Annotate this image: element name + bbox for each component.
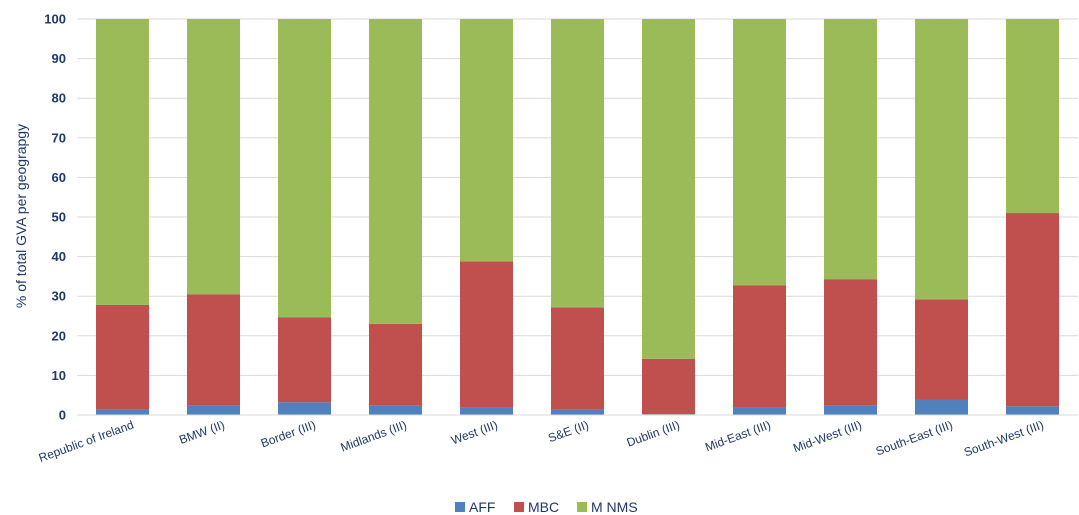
bar-segment-mbc <box>915 299 968 400</box>
bar-segment-aff <box>824 405 877 415</box>
bar-segment-m-nms <box>733 19 786 286</box>
bar-segment-mbc <box>460 261 513 408</box>
bar-segment-aff <box>278 402 331 415</box>
x-tick-label: S&E (II) <box>546 418 590 446</box>
y-tick-label: 50 <box>52 210 66 225</box>
bar-segment-m-nms <box>1006 19 1059 214</box>
bars <box>96 19 1059 415</box>
bar-segment-mbc <box>733 285 786 408</box>
y-tick-label: 10 <box>52 368 66 383</box>
bar-segment-m-nms <box>96 19 149 305</box>
legend: AFF MBC M NMS <box>455 499 638 515</box>
bar-segment-mbc <box>278 317 331 403</box>
y-axis-ticks: 0 10 20 30 40 50 60 70 80 90 100 <box>44 12 66 423</box>
x-tick-label: West (III) <box>449 418 499 448</box>
y-tick-label: 20 <box>52 328 66 343</box>
bar-segment-mbc <box>824 279 877 406</box>
x-tick-label: BMW (II) <box>177 418 226 447</box>
bar-segment-aff <box>96 409 149 415</box>
y-tick-label: 90 <box>52 51 66 66</box>
x-tick-label: Republic of Ireland <box>37 418 136 465</box>
legend-label: M NMS <box>591 499 638 515</box>
bar-segment-m-nms <box>369 19 422 324</box>
bar-segment-aff <box>551 409 604 415</box>
bar-segment-m-nms <box>551 19 604 308</box>
legend-swatch <box>577 502 587 512</box>
bar-segment-aff <box>1006 406 1059 415</box>
x-tick-label: Midlands (III) <box>339 418 409 455</box>
y-tick-label: 40 <box>52 249 66 264</box>
y-axis-label: % of total GVA per geograpgy <box>13 124 29 308</box>
bar-segment-mbc <box>551 307 604 410</box>
bar-segment-mbc <box>96 304 149 410</box>
y-tick-label: 100 <box>44 12 66 27</box>
bar-segment-mbc <box>369 323 422 406</box>
y-tick-label: 70 <box>52 130 66 145</box>
legend-label: MBC <box>528 499 559 515</box>
x-tick-label: South-West (III) <box>962 418 1046 460</box>
bar-segment-mbc <box>187 294 240 406</box>
bar-segment-m-nms <box>824 19 877 280</box>
x-tick-label: Mid-East (III) <box>703 418 772 455</box>
bar-segment-aff <box>369 405 422 415</box>
bar-segment-m-nms <box>915 19 968 300</box>
legend-swatch <box>455 502 465 512</box>
x-tick-label: Border (III) <box>259 418 318 451</box>
y-tick-label: 30 <box>52 289 66 304</box>
bar-segment-m-nms <box>187 19 240 295</box>
bar-segment-m-nms <box>642 19 695 359</box>
bar-segment-mbc <box>642 358 695 415</box>
bar-segment-aff <box>733 407 786 415</box>
bar-segment-mbc <box>1006 213 1059 407</box>
legend-swatch <box>514 502 524 512</box>
x-tick-label: Dublin (III) <box>625 418 682 450</box>
y-tick-label: 0 <box>59 408 66 423</box>
legend-label: AFF <box>469 499 495 515</box>
x-tick-label: South-East (III) <box>874 418 955 459</box>
bar-segment-aff <box>915 399 968 415</box>
x-axis-ticks: Republic of Ireland BMW (II) Border (III) M… <box>37 418 1046 465</box>
bar-segment-m-nms <box>460 19 513 262</box>
bar-segment-aff <box>187 405 240 415</box>
y-tick-label: 60 <box>52 170 66 185</box>
x-tick-label: Mid-West (III) <box>791 418 863 456</box>
bar-segment-aff <box>460 407 513 415</box>
bar-segment-m-nms <box>278 19 331 318</box>
y-tick-label: 80 <box>52 91 66 106</box>
